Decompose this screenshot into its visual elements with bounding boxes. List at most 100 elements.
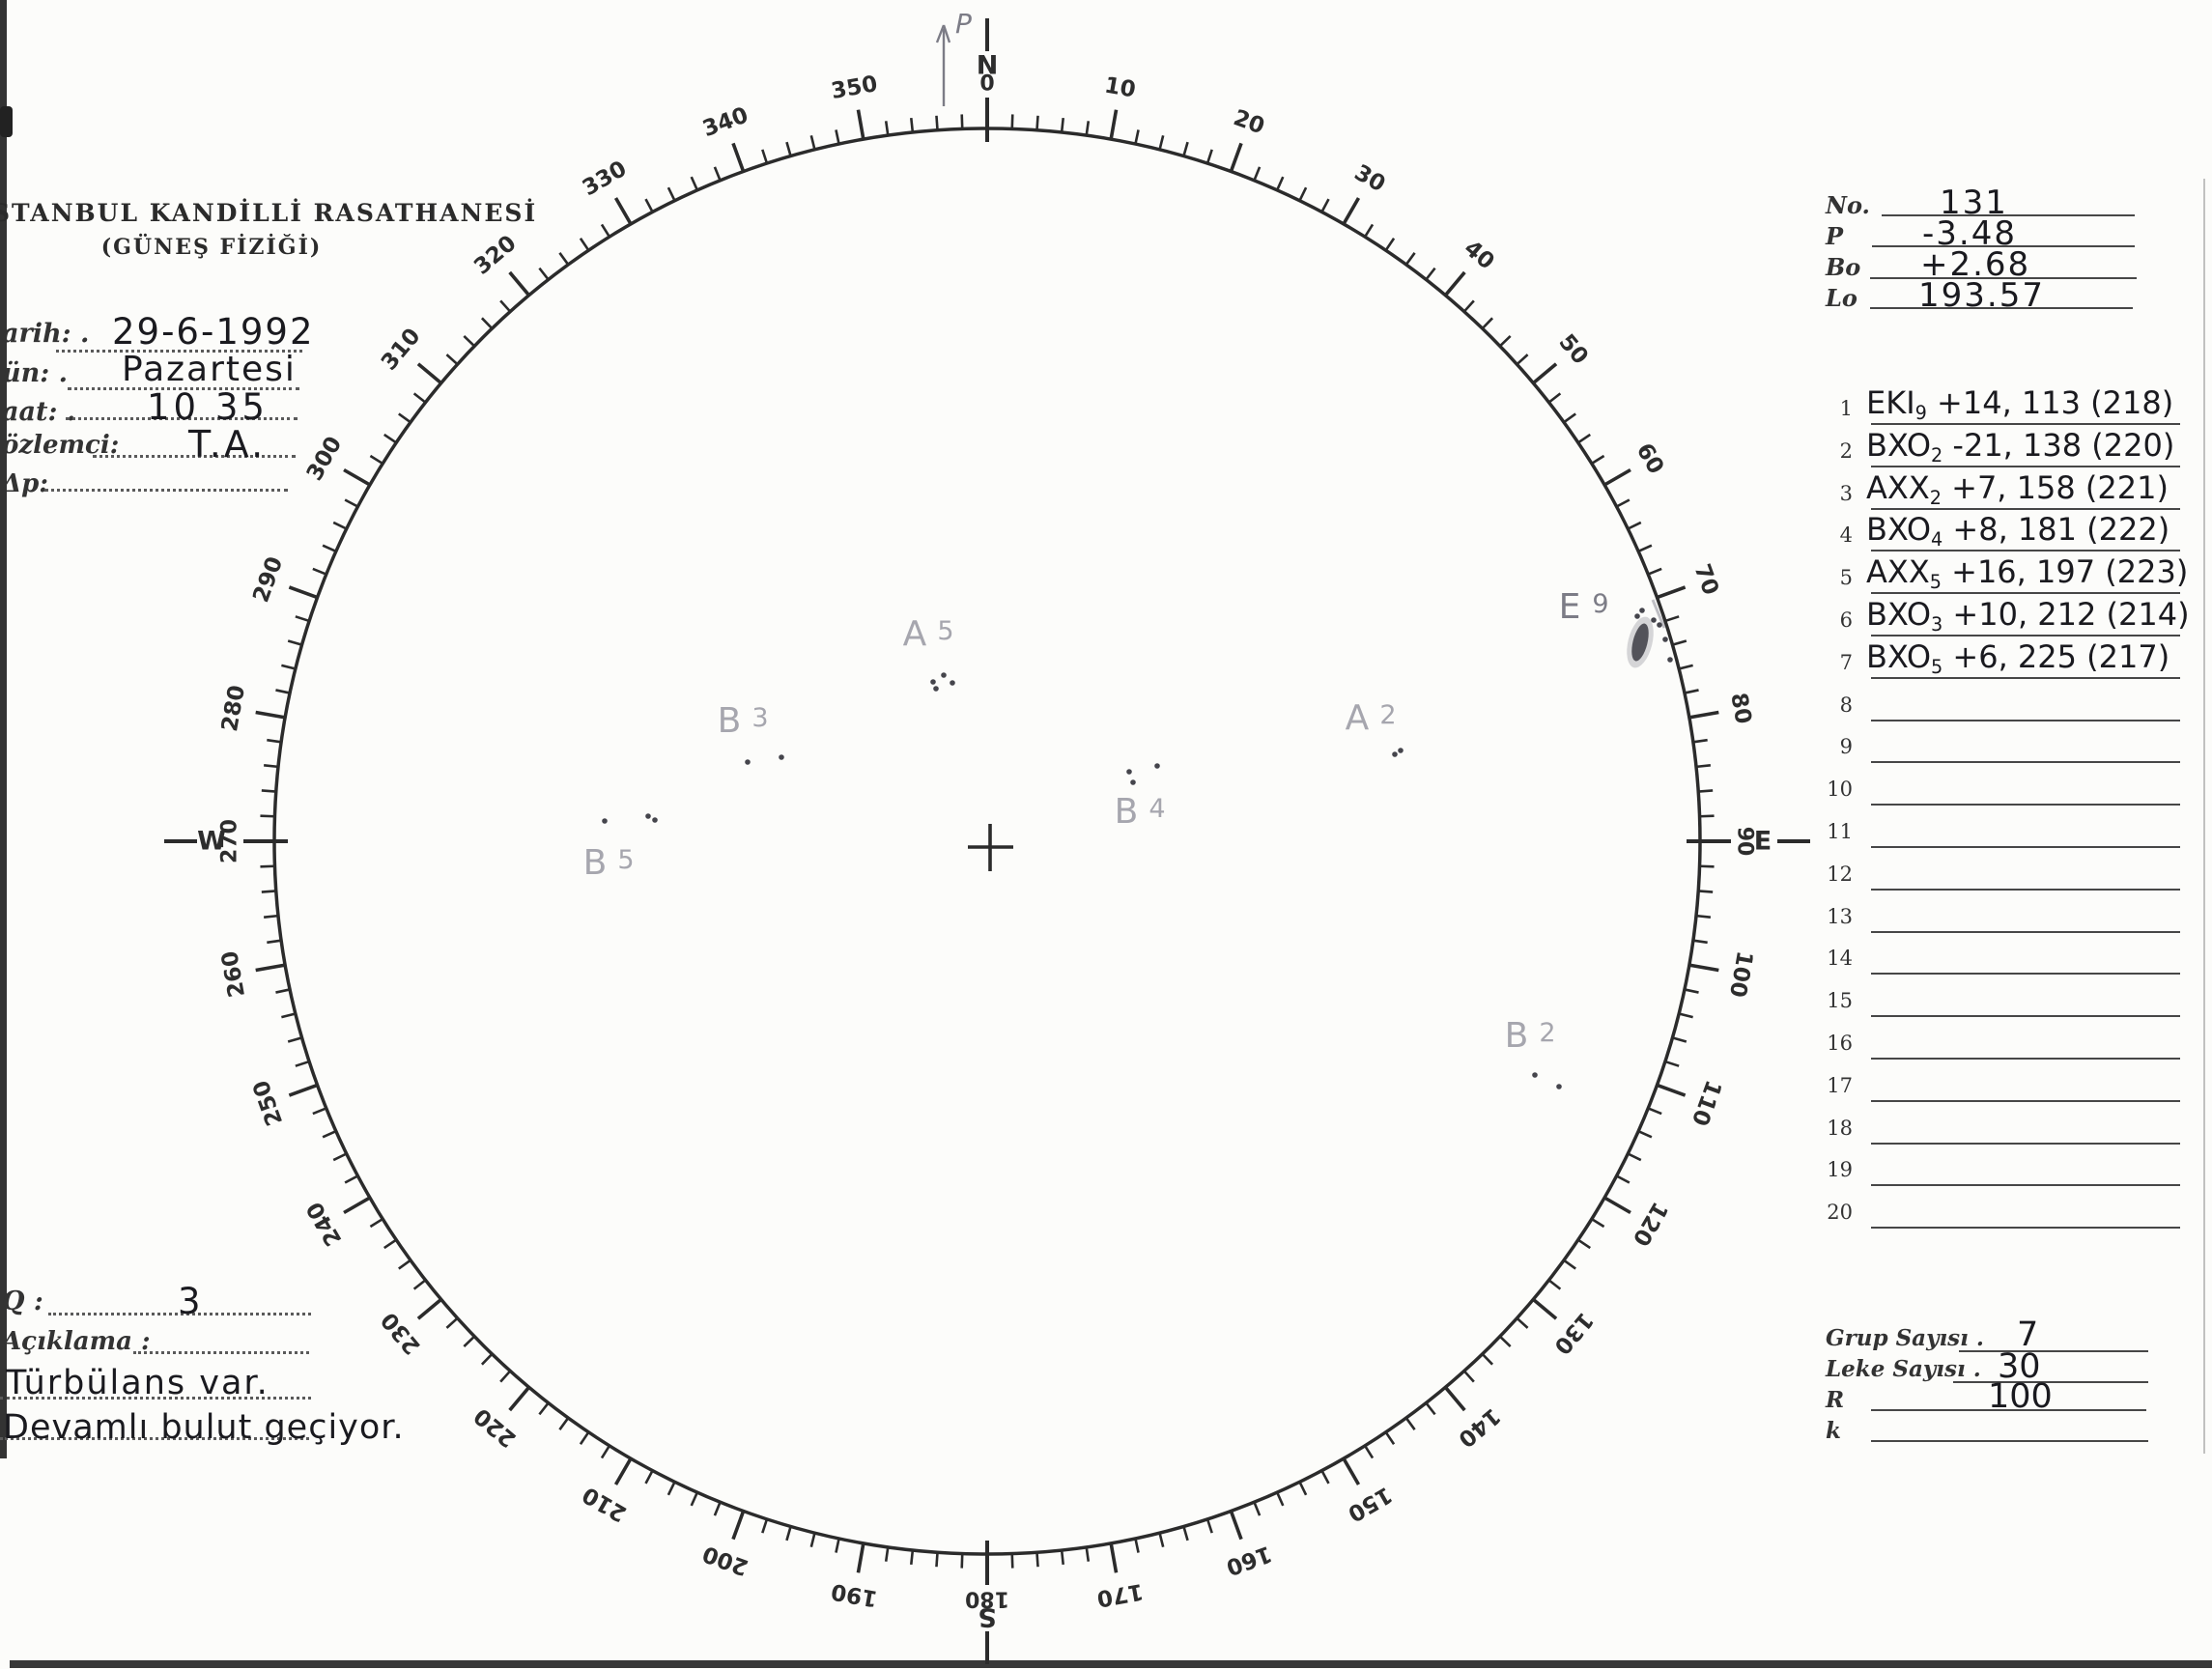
field-label-tarih: arih: .	[2, 319, 90, 349]
sunspot-dot	[950, 680, 955, 686]
list-row-rule	[1871, 761, 2180, 764]
sunspot-dot	[933, 686, 939, 692]
sunspot-dot	[1126, 769, 1132, 775]
list-entry: AXX2 +7, 158 (221)	[1866, 468, 2169, 509]
list-row-number: 7	[1839, 650, 1853, 674]
list-entry: BXO3 +10, 212 (214)	[1866, 596, 2190, 636]
eph-value-lo: 193.57	[1918, 276, 2045, 315]
eph-rule-bo	[1870, 277, 2137, 279]
aciklama-rule	[133, 1351, 309, 1354]
list-row-rule	[1871, 930, 2180, 933]
cardinal-degree-label: 180	[965, 1587, 1009, 1611]
degree-label: 280	[217, 684, 250, 734]
group-number: 9	[1592, 589, 1608, 619]
solar-limb-circle	[272, 127, 1702, 1556]
observatory-name: STANBUL KANDİLLİ RASATHANESİ	[0, 199, 538, 227]
field-rule-dp	[44, 489, 288, 492]
degree-label: 240	[302, 1198, 348, 1251]
list-row-number: 20	[1827, 1201, 1853, 1225]
degree-label: 40	[1459, 236, 1498, 274]
eph-rule-lo	[1870, 307, 2133, 309]
eph-value-p: -3.48	[1922, 214, 2017, 253]
sunspot-dot	[1154, 763, 1160, 769]
scan-edge-right	[2203, 179, 2205, 1454]
list-row-number: 8	[1839, 693, 1853, 717]
list-row-rule	[1871, 676, 2180, 679]
degree-label: 190	[830, 1578, 880, 1611]
p-angle-label: P	[955, 8, 972, 40]
field-value-gozlemci: T.A.	[188, 423, 267, 466]
sunspot-dot	[1657, 622, 1662, 628]
summary-rule-k	[1871, 1440, 2148, 1442]
degree-label: 150	[1344, 1482, 1397, 1527]
note-rule-1	[0, 1397, 311, 1400]
group-class-letter: B	[1115, 792, 1139, 832]
summary-value-leke: 30	[1998, 1347, 2041, 1386]
cardinal-degree-label: 270	[218, 819, 242, 863]
sunspot-dot	[645, 813, 651, 819]
list-row-rule	[1871, 719, 2180, 721]
degree-label: 80	[1725, 691, 1755, 725]
list-row-rule	[1871, 1184, 2180, 1187]
field-rule-saat	[66, 417, 298, 420]
observatory-header: STANBUL KANDİLLİ RASATHANESİ (GÜNEŞ FİZİ…	[0, 199, 538, 260]
degree-label: 340	[699, 102, 752, 142]
field-rule-tarih	[56, 350, 302, 353]
field-label-gun: ün: .	[2, 358, 69, 388]
list-row-number: 10	[1827, 778, 1853, 802]
list-row-rule	[1871, 1142, 2180, 1145]
degree-label: 10	[1103, 72, 1138, 102]
degree-label: 290	[248, 553, 288, 606]
list-row-rule	[1871, 1099, 2180, 1102]
list-row-rule	[1871, 888, 2180, 891]
sunspot-dot	[1667, 657, 1673, 663]
list-row-number: 16	[1827, 1032, 1853, 1055]
degree-label: 320	[469, 231, 521, 280]
degree-label: 330	[579, 156, 632, 202]
degree-label: 160	[1223, 1541, 1275, 1580]
list-row-rule	[1871, 592, 2180, 595]
scan-edge-bottom	[10, 1660, 2212, 1668]
group-class-letter: B	[1505, 1016, 1529, 1056]
group-number: 3	[752, 703, 768, 733]
cardinal-letter: N	[977, 51, 999, 81]
degree-label: 220	[469, 1402, 521, 1452]
list-row-number: 14	[1827, 947, 1853, 971]
group-class-letter: A	[903, 614, 927, 654]
summary-label-k: k	[1826, 1418, 1841, 1444]
group-class-letter: A	[1346, 698, 1370, 738]
group-class-letter: B	[718, 701, 742, 741]
cardinal-degree-label: 0	[979, 72, 994, 97]
aciklama-label: Açıklama :	[2, 1327, 151, 1356]
scan-edge-left	[0, 0, 7, 1458]
p-angle-arrow: P	[935, 8, 972, 106]
field-label-saat: aat: .	[2, 397, 76, 427]
list-entry: EKI9 +14, 113 (218)	[1866, 384, 2174, 424]
eph-label-lo: Lo	[1826, 284, 1858, 312]
degree-label: 20	[1230, 105, 1267, 139]
list-row-number: 2	[1839, 438, 1853, 463]
quality-label: Q :	[2, 1287, 43, 1316]
sunspot-dot	[1662, 636, 1668, 642]
degree-label: 110	[1687, 1077, 1726, 1129]
summary-rule-grup	[1959, 1350, 2148, 1352]
degree-label: 170	[1095, 1578, 1146, 1611]
sunspot-dot	[745, 759, 751, 765]
note-line-1: Türbülans var.	[6, 1364, 269, 1402]
sunspot-dot	[1392, 751, 1398, 757]
degree-label: 310	[377, 324, 426, 375]
list-row-number: 3	[1839, 481, 1853, 505]
group-number: 4	[1149, 794, 1165, 824]
field-label-dp: Δp:	[2, 469, 48, 498]
list-entry: AXX5 +16, 197 (223)	[1866, 553, 2189, 593]
sunspot-dot	[602, 818, 608, 824]
center-cross	[968, 824, 1013, 871]
group-number: 2	[1539, 1018, 1555, 1048]
list-row-number: 12	[1827, 862, 1853, 886]
sunspot-umbra	[1631, 623, 1649, 662]
